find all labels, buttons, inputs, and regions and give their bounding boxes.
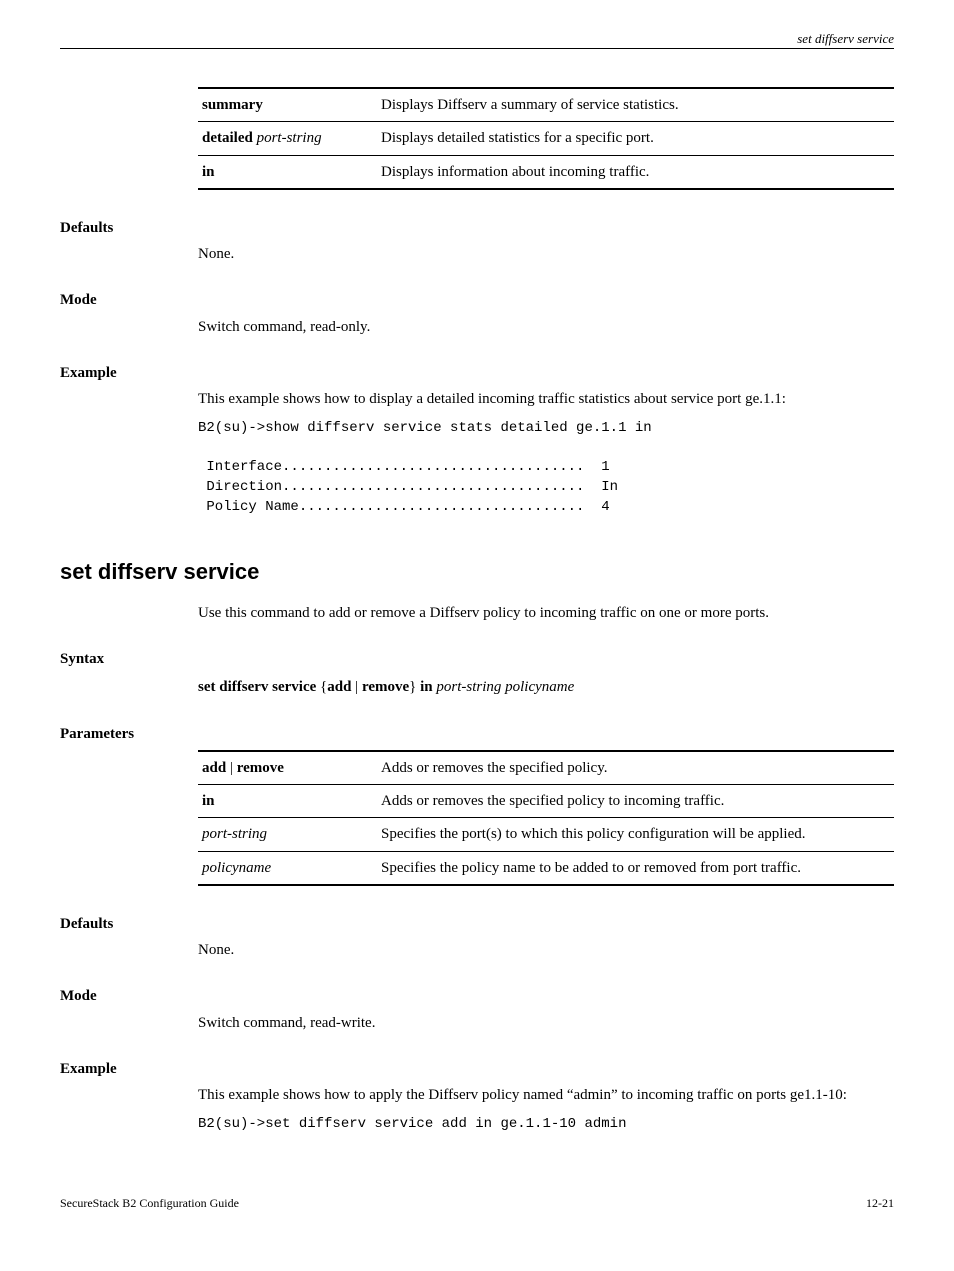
param-key-bold: in xyxy=(202,164,215,180)
syntax-token: add xyxy=(327,679,351,695)
mode-heading-2: Mode xyxy=(60,986,894,1006)
mode-body-2: Switch command, read-write. xyxy=(198,1013,894,1033)
param-desc: Adds or removes the specified policy to … xyxy=(377,785,894,818)
param-key-bold: in xyxy=(202,793,215,809)
param-desc: Specifies the port(s) to which this poli… xyxy=(377,818,894,851)
syntax-heading: Syntax xyxy=(60,649,894,669)
param-key: summary xyxy=(198,88,377,122)
parameters-table-2: add | remove Adds or removes the specifi… xyxy=(198,750,894,886)
syntax-token: } xyxy=(409,679,420,695)
example-body-2: This example shows how to apply the Diff… xyxy=(198,1085,894,1105)
mode-body: Switch command, read-only. xyxy=(198,317,894,337)
param-key-ital: port-string xyxy=(202,826,267,842)
syntax-token: | xyxy=(351,679,362,695)
defaults-heading-2: Defaults xyxy=(60,914,894,934)
footer-right: 12-21 xyxy=(866,1195,894,1211)
param-key: port-string xyxy=(198,818,377,851)
footer-left: SecureStack B2 Configuration Guide xyxy=(60,1195,239,1211)
param-key-ital: port-string xyxy=(253,130,322,146)
example-heading: Example xyxy=(60,363,894,383)
param-desc: Displays information about incoming traf… xyxy=(377,155,894,189)
param-key: in xyxy=(198,785,377,818)
table-row: in Adds or removes the specified policy … xyxy=(198,785,894,818)
param-desc: Displays detailed statistics for a speci… xyxy=(377,122,894,155)
syntax-line: set diffserv service {add | remove} in p… xyxy=(198,677,894,697)
param-key-bold: summary xyxy=(202,97,263,113)
param-key: policyname xyxy=(198,851,377,885)
param-key-bold: add xyxy=(202,760,226,776)
table-row: add | remove Adds or removes the specifi… xyxy=(198,751,894,785)
parameters-heading: Parameters xyxy=(60,724,894,744)
param-key: in xyxy=(198,155,377,189)
mode-heading: Mode xyxy=(60,290,894,310)
defaults-body: None. xyxy=(198,244,894,264)
param-desc: Specifies the policy name to be added to… xyxy=(377,851,894,885)
param-desc: Displays Diffserv a summary of service s… xyxy=(377,88,894,122)
header-right-text: set diffserv service xyxy=(797,30,894,48)
param-key-sep: | xyxy=(226,760,237,776)
example-heading-2: Example xyxy=(60,1059,894,1079)
syntax-token: port-string policyname xyxy=(436,679,574,695)
syntax-token: in xyxy=(420,679,436,695)
table-row: summary Displays Diffserv a summary of s… xyxy=(198,88,894,122)
page-content: summary Displays Diffserv a summary of s… xyxy=(198,87,894,1211)
param-desc: Adds or removes the specified policy. xyxy=(377,751,894,785)
defaults-body-2: None. xyxy=(198,940,894,960)
page-footer: SecureStack B2 Configuration Guide 12-21 xyxy=(60,1195,894,1211)
syntax-token: remove xyxy=(362,679,409,695)
parameters-table-1: summary Displays Diffserv a summary of s… xyxy=(198,87,894,190)
command-intro: Use this command to add or remove a Diff… xyxy=(198,603,894,623)
table-row: policyname Specifies the policy name to … xyxy=(198,851,894,885)
example-code-block: B2(su)->show diffserv service stats deta… xyxy=(198,419,894,517)
param-key-bold: detailed xyxy=(202,130,253,146)
table-row: port-string Specifies the port(s) to whi… xyxy=(198,818,894,851)
command-title: set diffserv service xyxy=(60,557,894,587)
param-key-bold2: remove xyxy=(237,760,284,776)
param-key-ital: policyname xyxy=(202,860,271,876)
header-rule xyxy=(60,48,894,49)
param-key: detailed port-string xyxy=(198,122,377,155)
syntax-token: set diffserv service xyxy=(198,679,316,695)
page-container: set diffserv service summary Displays Di… xyxy=(0,0,954,1271)
table-row: in Displays information about incoming t… xyxy=(198,155,894,189)
defaults-heading: Defaults xyxy=(60,218,894,238)
table-row: detailed port-string Displays detailed s… xyxy=(198,122,894,155)
syntax-token: { xyxy=(316,679,327,695)
example-body: This example shows how to display a deta… xyxy=(198,389,894,409)
param-key: add | remove xyxy=(198,751,377,785)
example-code-block-2: B2(su)->set diffserv service add in ge.1… xyxy=(198,1115,894,1135)
